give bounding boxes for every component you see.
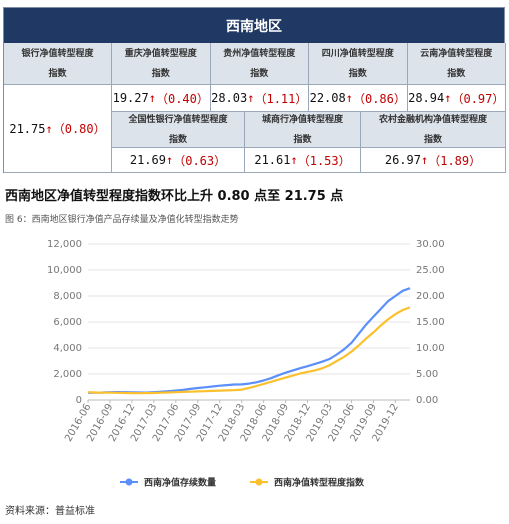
y-left-tick-label: 6,000 [53, 317, 82, 328]
category-header-line1: 农村金融机构净值转型程度 [378, 114, 487, 125]
y-right-tick-label: 0.00 [416, 395, 438, 406]
category-change: （0.63） [173, 153, 227, 168]
category-value: 26.97 ↑ （1.89） [361, 148, 506, 173]
y-left-tick-label: 10,000 [47, 265, 82, 276]
province-value: 19.27 ↑ （0.40） [112, 85, 211, 112]
province-number: 28.03 [211, 91, 248, 105]
series-line [87, 306, 411, 395]
category-number: 26.97 [384, 153, 421, 167]
category-header-line2: 指数 [293, 134, 312, 145]
province-header-line1: 四川净值转型程度 [321, 48, 394, 59]
category-header: 全国性银行净值转型程度 指数 [112, 112, 245, 148]
y-right-tick-label: 30.00 [416, 239, 445, 250]
province-number: 28.94 [408, 91, 445, 105]
province-number: 19.27 [112, 91, 149, 105]
bank-index-header: 银行净值转型程度 指数 [4, 43, 112, 85]
province-value: 28.94 ↑ （0.97） [407, 85, 506, 112]
y-right-tick-label: 10.00 [416, 343, 445, 354]
category-change: （1.89） [428, 153, 482, 168]
province-header-line1: 云南净值转型程度 [420, 48, 493, 59]
legend-label: 西南净值存续数量 [144, 477, 216, 489]
category-value: 21.69 ↑ （0.63） [112, 148, 245, 173]
province-header-line2: 指数 [151, 68, 170, 79]
province-change: （1.11） [254, 91, 308, 106]
up-arrow-icon: ↑ [165, 153, 174, 167]
y-left-tick-label: 8,000 [53, 291, 82, 302]
bank-index-number: 21.75 [9, 121, 46, 136]
category-number: 21.61 [254, 153, 291, 167]
province-header-line2: 指数 [348, 68, 367, 79]
category-header-line1: 全国性银行净值转型程度 [128, 114, 228, 125]
up-arrow-icon: ↑ [345, 91, 353, 105]
province-header: 重庆净值转型程度 指数 [112, 43, 211, 85]
up-arrow-icon: ↑ [420, 153, 429, 167]
province-header-line2: 指数 [250, 68, 269, 79]
up-arrow-icon: ↑ [148, 91, 156, 105]
bank-index-header-line2: 指数 [48, 68, 67, 79]
y-right-tick-label: 25.00 [416, 265, 445, 276]
province-header-line2: 指数 [447, 68, 466, 79]
category-header-line2: 指数 [423, 134, 442, 145]
province-change: （0.40） [155, 91, 209, 106]
y-right-tick-label: 20.00 [416, 291, 445, 302]
headline: 西南地区净值转型程度指数环比上升 0.80 点至 21.75 点 [5, 189, 344, 204]
y-left-tick-label: 4,000 [53, 343, 82, 354]
province-change: （0.86） [352, 91, 406, 106]
figure-caption: 图 6：西南地区银行净值产品存续量及净值化转型指数走势 [5, 215, 239, 225]
category-header-line1: 城商行净值转型程度 [261, 114, 343, 125]
province-header: 云南净值转型程度 指数 [407, 43, 506, 85]
category-header: 农村金融机构净值转型程度 指数 [361, 112, 506, 148]
up-arrow-icon: ↑ [247, 91, 255, 105]
province-header-line1: 重庆净值转型程度 [124, 48, 197, 59]
series-line [87, 287, 411, 394]
up-arrow-icon: ↑ [290, 153, 298, 167]
up-arrow-icon: ↑ [444, 91, 452, 105]
y-left-tick-label: 0 [76, 395, 82, 406]
legend-label: 西南净值转型程度指数 [274, 477, 365, 489]
province-number: 22.08 [309, 91, 346, 105]
category-value: 21.61 ↑ （1.53） [245, 148, 361, 173]
category-header: 城商行净值转型程度 指数 [245, 112, 361, 148]
category-change: （1.53） [297, 153, 351, 168]
trend-line-chart: 0 0.00 2,000 5.00 4,000 10.00 6,000 15.00 8,000 2… [47, 239, 445, 489]
y-right-tick-label: 5.00 [416, 369, 438, 380]
y-left-tick-label: 2,000 [53, 369, 82, 380]
bank-index-change: （0.80） [52, 122, 106, 136]
category-header-line2: 指数 [168, 134, 187, 145]
province-header: 四川净值转型程度 指数 [309, 43, 408, 85]
province-value: 28.03 ↑ （1.11） [210, 85, 309, 112]
bank-index-header-line1: 银行净值转型程度 [21, 48, 94, 59]
province-change: （0.97） [451, 91, 505, 106]
index-table: 西南地区 银行净值转型程度 指数 21.75 ↑ （0.80） 重庆净值转型程度 指… [3, 7, 506, 173]
legend-marker [125, 478, 133, 486]
province-value: 22.08 ↑ （0.86） [309, 85, 408, 112]
bank-index-value: 21.75 ↑ （0.80） [4, 85, 112, 173]
table-title: 西南地区 [4, 8, 504, 43]
legend-marker [255, 478, 263, 486]
province-header-line1: 贵州净值转型程度 [223, 48, 296, 59]
province-header: 贵州净值转型程度 指数 [210, 43, 309, 85]
up-arrow-icon: ↑ [45, 121, 53, 136]
category-number: 21.69 [129, 153, 166, 167]
y-right-tick-label: 15.00 [416, 317, 445, 328]
source-note: 资料来源：普益标准 [5, 506, 95, 517]
y-left-tick-label: 12,000 [47, 239, 82, 250]
